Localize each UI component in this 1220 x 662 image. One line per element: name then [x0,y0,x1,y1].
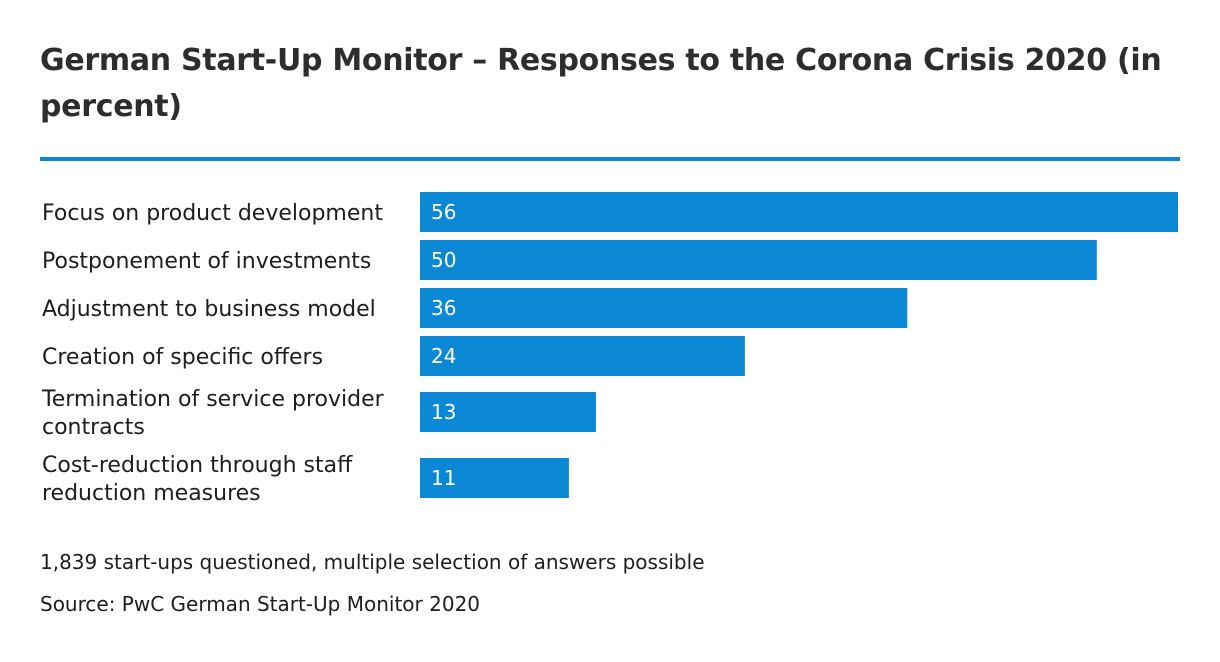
category-label-line: Focus on product development [42,201,383,226]
chart-title: German Start-Up Monitor – Responses to t… [40,43,1162,124]
category-label-line: Cost-reduction through staff [42,453,353,478]
category-label-line: Creation of specific offers [42,345,323,370]
category-label-line: Termination of service provider [41,387,385,412]
data-label-focus-on-product-development: 56 [431,200,456,224]
bar-cost-reduction-through-staff-reduction-measures [420,458,569,498]
data-label-creation-of-specific-offers: 24 [431,344,456,368]
data-label-postponement-of-investments: 50 [431,248,456,272]
category-label-line: contracts [42,415,145,440]
bar-adjustment-to-business-model [420,288,908,328]
category-label-focus-on-product-development: Focus on product development [42,201,383,226]
data-label-adjustment-to-business-model: 36 [431,296,456,320]
bar-termination-of-service-provider-contracts [420,392,596,432]
category-label-line: reduction measures [42,481,261,506]
category-label-cost-reduction-through-staff-reduction-measures: Cost-reduction through staff reduction me… [42,453,353,506]
category-label-line: Adjustment to business model [42,297,376,322]
category-label-postponement-of-investments: Postponement of investments [42,249,371,274]
data-label-cost-reduction-through-staff-reduction-measures: 11 [431,466,456,490]
category-label-termination-of-service-provider-contracts: Termination of service provider contracts [41,387,385,440]
bar-creation-of-specific-offers [420,336,745,376]
category-label-line: Postponement of investments [42,249,371,274]
bar-postponement-of-investments [420,240,1097,280]
title-divider [40,157,1180,161]
sample-note: 1,839 start-ups questioned, multiple sel… [40,550,705,574]
source-note: Source: PwC German Start-Up Monitor 2020 [40,592,481,616]
data-label-termination-of-service-provider-contracts: 13 [431,400,456,424]
category-label-adjustment-to-business-model: Adjustment to business model [42,297,376,322]
bar-focus-on-product-development [420,192,1178,232]
category-label-creation-of-specific-offers: Creation of specific offers [42,345,323,370]
